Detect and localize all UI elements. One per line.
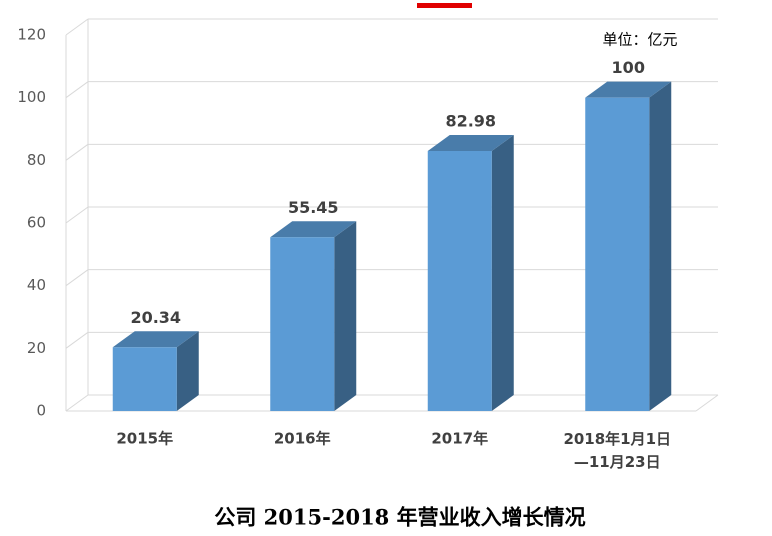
decoration	[417, 3, 472, 8]
grid-line	[65, 81, 89, 99]
bar-top	[427, 134, 514, 151]
y-tick-label: 0	[36, 402, 46, 420]
y-tick-label: 120	[17, 26, 46, 44]
value-label: 20.34	[130, 308, 181, 327]
unit-note: 单位：亿元	[602, 31, 677, 49]
y-tick-label: 60	[27, 214, 46, 232]
bar-front	[112, 347, 177, 411]
y-tick-label: 80	[27, 151, 46, 169]
bar-side	[491, 134, 514, 411]
x-tick-label-line: —11月23日	[574, 453, 661, 471]
x-tick-label: 2018年1月1日 —11月23日	[563, 430, 671, 471]
grid-line	[65, 269, 89, 287]
bar-front	[585, 97, 650, 412]
grid-line	[65, 394, 89, 412]
value-label: 55.45	[288, 198, 339, 217]
bar	[585, 81, 672, 412]
bar	[270, 221, 357, 411]
bar-side	[334, 221, 357, 411]
axis-line	[695, 394, 719, 412]
value-label: 82.98	[445, 111, 496, 130]
grid-line	[65, 331, 89, 349]
chart-title: 公司 2015-2018 年营业收入增长情况	[214, 505, 585, 530]
bar-front	[427, 150, 492, 411]
x-tick-label: 2016年	[274, 430, 331, 448]
bar-top	[112, 331, 199, 348]
x-tick-label: 2017年	[431, 430, 488, 448]
y-tick-label: 100	[17, 88, 46, 106]
y-tick-label: 40	[27, 276, 46, 294]
value-label: 100	[612, 58, 645, 77]
grid-line	[65, 143, 89, 161]
bar-front	[270, 237, 335, 411]
x-tick-label-line: 2018年1月1日	[563, 430, 671, 448]
bar-side	[649, 81, 672, 412]
y-tick-label: 20	[27, 339, 46, 357]
grid-line	[65, 18, 89, 36]
grid-line	[65, 206, 89, 224]
bar-top	[270, 221, 357, 238]
x-tick-label: 2015年	[116, 430, 173, 448]
bar	[427, 134, 514, 411]
bar-side	[176, 331, 199, 411]
bar-top	[585, 81, 672, 98]
bar	[112, 331, 199, 411]
